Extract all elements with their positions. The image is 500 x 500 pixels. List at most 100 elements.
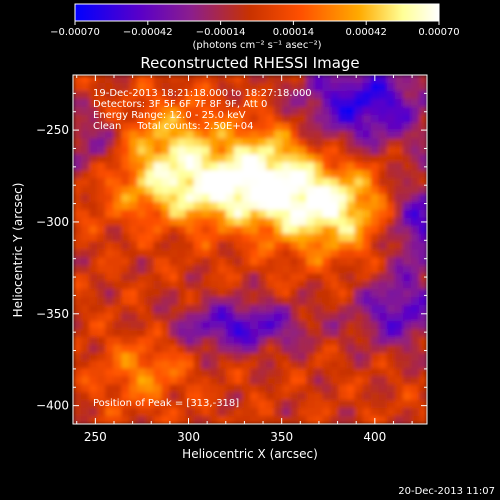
heatmap-cell bbox=[193, 82, 203, 92]
heatmap-cell bbox=[121, 273, 130, 282]
heatmap-cell bbox=[266, 114, 275, 124]
heatmap-cell bbox=[274, 209, 283, 219]
heatmap-cell bbox=[338, 193, 348, 203]
heatmap-cell bbox=[193, 344, 203, 354]
heatmap-cell bbox=[418, 400, 427, 409]
heatmap-cell bbox=[113, 249, 122, 259]
heatmap-cell bbox=[161, 360, 171, 370]
heatmap-cell bbox=[418, 90, 427, 100]
heatmap-cell bbox=[402, 376, 412, 385]
heatmap-cell bbox=[129, 130, 138, 140]
heatmap-cell bbox=[105, 328, 114, 338]
heatmap-cell bbox=[161, 122, 171, 132]
heatmap-cell bbox=[89, 400, 98, 409]
heatmap-cell bbox=[113, 186, 122, 195]
heatmap-cell bbox=[394, 416, 404, 424]
heatmap-cell bbox=[137, 233, 147, 243]
heatmap-cell bbox=[250, 82, 259, 92]
heatmap-cell bbox=[217, 273, 227, 282]
heatmap-cell bbox=[370, 98, 380, 108]
heatmap-cell bbox=[282, 241, 291, 251]
heatmap-cell bbox=[169, 138, 179, 147]
heatmap-cell bbox=[410, 201, 420, 211]
heatmap-cell bbox=[378, 241, 388, 251]
heatmap-cell bbox=[250, 162, 259, 171]
heatmap-cell bbox=[105, 376, 114, 385]
heatmap-cell bbox=[217, 162, 227, 171]
heatmap-cell bbox=[418, 225, 427, 235]
heatmap-cell bbox=[418, 209, 427, 219]
heatmap-cell bbox=[266, 289, 275, 298]
heatmap-cell bbox=[161, 146, 171, 155]
heatmap-cell bbox=[225, 98, 235, 108]
heatmap-cell bbox=[314, 106, 324, 116]
heatmap-cell bbox=[306, 376, 315, 385]
heatmap-cell bbox=[145, 122, 155, 132]
heatmap-cell bbox=[274, 122, 283, 132]
heatmap-cell bbox=[298, 312, 307, 322]
heatmap-cell bbox=[330, 408, 340, 417]
heatmap-cell bbox=[209, 186, 219, 195]
heatmap-cell bbox=[169, 265, 179, 274]
heatmap-cell bbox=[354, 344, 364, 354]
heatmap-cell bbox=[410, 289, 420, 298]
heatmap-cell bbox=[225, 138, 235, 147]
heatmap-cell bbox=[282, 352, 291, 362]
heatmap-cell bbox=[322, 289, 332, 298]
heatmap-cell bbox=[193, 193, 203, 203]
heatmap-cell bbox=[410, 186, 420, 195]
heatmap-cell bbox=[378, 138, 388, 147]
heatmap-cell bbox=[121, 265, 130, 274]
heatmap-cell bbox=[177, 273, 187, 282]
heatmap-cell bbox=[282, 98, 291, 108]
heatmap-cell bbox=[370, 360, 380, 370]
heatmap-cell bbox=[282, 328, 291, 338]
heatmap-cell bbox=[298, 281, 307, 290]
heatmap-cell bbox=[129, 352, 138, 362]
heatmap-cell bbox=[322, 170, 332, 179]
heatmap-cell bbox=[338, 416, 348, 424]
heatmap-cell bbox=[370, 336, 380, 346]
x-tick-label: 400 bbox=[363, 430, 386, 444]
heatmap-cell bbox=[410, 336, 420, 346]
heatmap-cell bbox=[89, 193, 98, 203]
heatmap-cell bbox=[330, 162, 340, 171]
heatmap-cell bbox=[370, 162, 380, 171]
heatmap-cell bbox=[322, 122, 332, 132]
heatmap-cell bbox=[73, 170, 82, 179]
heatmap-cell bbox=[233, 328, 243, 338]
heatmap-cell bbox=[105, 90, 114, 100]
heatmap-cell bbox=[81, 416, 90, 424]
heatmap-cell bbox=[225, 122, 235, 132]
heatmap-cell bbox=[394, 352, 404, 362]
heatmap-cell bbox=[418, 106, 427, 116]
heatmap-cell bbox=[241, 384, 251, 393]
heatmap-cell bbox=[225, 154, 235, 163]
heatmap-cell bbox=[105, 162, 114, 171]
heatmap-cell bbox=[386, 392, 396, 401]
heatmap-cell bbox=[418, 114, 427, 124]
heatmap-cell bbox=[322, 368, 332, 378]
heatmap-cell bbox=[354, 312, 364, 322]
heatmap-cell bbox=[330, 400, 340, 409]
heatmap-cell bbox=[322, 400, 332, 409]
heatmap-cell bbox=[89, 178, 98, 187]
heatmap-cell bbox=[121, 98, 130, 108]
heatmap-cell bbox=[193, 90, 203, 100]
heatmap-cell bbox=[410, 209, 420, 219]
heatmap-cell bbox=[113, 106, 122, 116]
heatmap-cell bbox=[410, 352, 420, 362]
heatmap-cell bbox=[129, 154, 138, 163]
heatmap-cell bbox=[330, 233, 340, 243]
heatmap-cell bbox=[354, 400, 364, 409]
heatmap-cell bbox=[354, 273, 364, 282]
heatmap-cell bbox=[258, 241, 267, 251]
heatmap-cell bbox=[161, 265, 171, 274]
heatmap-cell bbox=[338, 297, 348, 306]
heatmap-cell bbox=[161, 201, 171, 211]
heatmap-cell bbox=[418, 305, 427, 314]
heatmap-cell bbox=[129, 384, 138, 393]
heatmap-cell bbox=[250, 178, 259, 187]
heatmap-cell bbox=[89, 114, 98, 124]
heatmap-cell bbox=[73, 360, 82, 370]
